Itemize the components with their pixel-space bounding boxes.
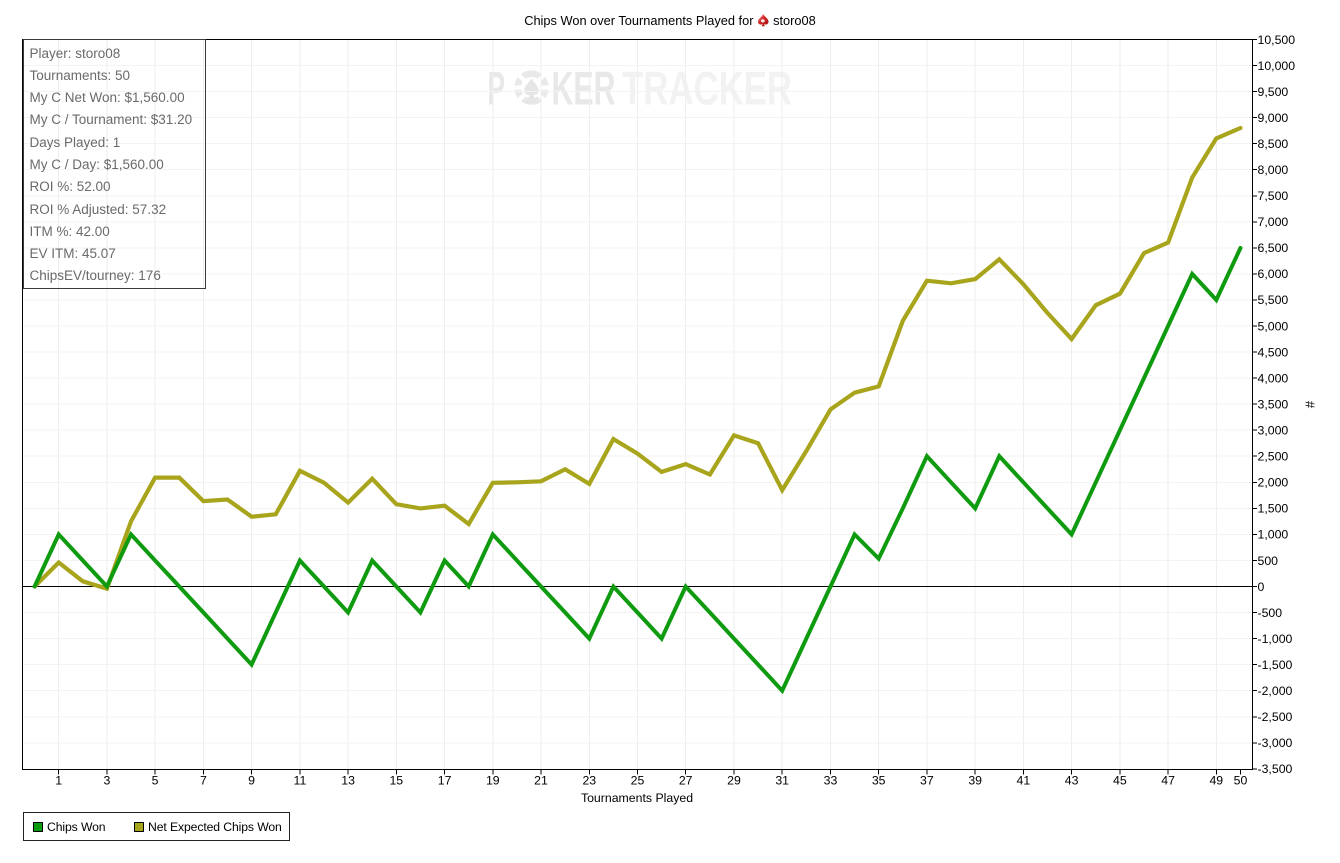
svg-text:7: 7 [200,774,207,788]
svg-text:-1,500: -1,500 [1258,658,1293,672]
svg-text:35: 35 [872,774,886,788]
svg-text:1: 1 [55,774,62,788]
svg-text:45: 45 [1113,774,1127,788]
svg-text:-3,500: -3,500 [1258,762,1293,776]
svg-text:Tournaments Played: Tournaments Played [581,791,693,805]
svg-text:3,000: 3,000 [1258,424,1289,438]
svg-text:27: 27 [679,774,693,788]
svg-text:KER: KER [552,62,616,115]
svg-text:6,000: 6,000 [1258,267,1289,281]
svg-text:33: 33 [824,774,838,788]
svg-text:-1,000: -1,000 [1258,632,1293,646]
svg-text:5,500: 5,500 [1258,293,1289,307]
svg-text:41: 41 [1017,774,1031,788]
svg-text:P: P [488,62,506,115]
svg-text:37: 37 [920,774,934,788]
svg-text:13: 13 [341,774,355,788]
svg-text:4,000: 4,000 [1258,371,1289,385]
svg-text:7,000: 7,000 [1258,215,1289,229]
svg-text:29: 29 [727,774,741,788]
svg-text:6,500: 6,500 [1258,241,1289,255]
svg-text:3,500: 3,500 [1258,397,1289,411]
svg-text:2,000: 2,000 [1258,476,1289,490]
svg-text:43: 43 [1065,774,1079,788]
svg-text:0: 0 [1258,580,1265,594]
svg-text:9,500: 9,500 [1258,85,1289,99]
svg-text:500: 500 [1258,554,1279,568]
svg-text:-3,000: -3,000 [1258,736,1293,750]
svg-text:31: 31 [775,774,789,788]
svg-text:15: 15 [389,774,403,788]
svg-text:25: 25 [631,774,645,788]
svg-text:3: 3 [103,774,110,788]
svg-text:11: 11 [294,774,307,788]
svg-text:#: # [1303,400,1318,408]
svg-text:5: 5 [152,774,159,788]
svg-text:39: 39 [968,774,982,788]
svg-text:-2,000: -2,000 [1258,684,1293,698]
svg-text:7,500: 7,500 [1258,189,1289,203]
svg-text:-2,500: -2,500 [1258,710,1293,724]
svg-text:10,500: 10,500 [1258,33,1296,47]
svg-text:TRACKER: TRACKER [622,62,792,115]
svg-text:47: 47 [1161,774,1175,788]
svg-text:8,500: 8,500 [1258,137,1289,151]
svg-text:5,000: 5,000 [1258,319,1289,333]
svg-text:1,000: 1,000 [1258,528,1289,542]
svg-text:21: 21 [534,774,548,788]
svg-text:4,500: 4,500 [1258,345,1289,359]
svg-text:49: 49 [1209,774,1223,788]
svg-text:10,000: 10,000 [1258,59,1296,73]
svg-text:9: 9 [248,774,255,788]
svg-text:8,000: 8,000 [1258,163,1289,177]
svg-text:-500: -500 [1258,606,1283,620]
svg-text:1,500: 1,500 [1258,502,1289,516]
svg-text:17: 17 [438,774,452,788]
svg-text:50: 50 [1234,774,1248,788]
svg-text:23: 23 [582,774,596,788]
svg-text:9,000: 9,000 [1258,111,1289,125]
svg-text:2,500: 2,500 [1258,450,1289,464]
svg-text:19: 19 [486,774,500,788]
